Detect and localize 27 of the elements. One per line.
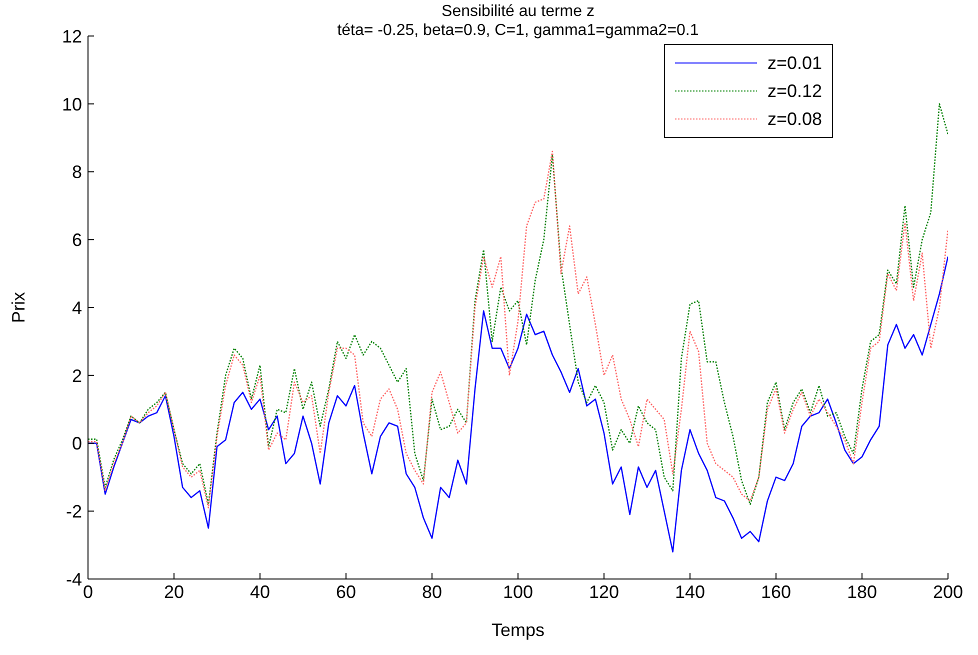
- x-tick-label: 120: [588, 582, 620, 602]
- legend-label: z=0.08: [767, 108, 822, 130]
- x-tick-label: 140: [674, 582, 706, 602]
- legend-label: z=0.12: [767, 80, 822, 102]
- x-axis-title: Temps: [491, 620, 545, 640]
- x-tick-label: 180: [846, 582, 878, 602]
- y-tick-label: 12: [62, 26, 82, 46]
- legend-label: z=0.01: [767, 52, 822, 74]
- y-tick-label: 10: [62, 94, 82, 114]
- chart-title: Sensibilité au terme z: [440, 2, 596, 21]
- y-tick-label: 8: [72, 162, 82, 182]
- y-axis-title: Prix: [8, 292, 28, 323]
- y-tick-label: -4: [66, 569, 82, 590]
- x-tick-label: 40: [250, 582, 270, 602]
- y-tick-label: 6: [72, 230, 82, 250]
- x-tick-label: 200: [932, 582, 964, 602]
- y-tick-label: 2: [72, 366, 82, 386]
- y-tick-label: -2: [66, 502, 82, 522]
- y-tick-label: 4: [72, 298, 82, 318]
- chart-subtitle: téta= -0.25, beta=0.9, C=1, gamma1=gamma2=0.1: [336, 21, 700, 40]
- x-tick-label: 20: [164, 582, 184, 602]
- x-tick-label: 160: [760, 582, 792, 602]
- y-tick-label: 0: [72, 434, 82, 454]
- x-tick-label: 100: [502, 582, 534, 602]
- line-series: [88, 256, 948, 552]
- x-tick-label: 60: [336, 582, 356, 602]
- x-tick-label: 80: [422, 582, 442, 602]
